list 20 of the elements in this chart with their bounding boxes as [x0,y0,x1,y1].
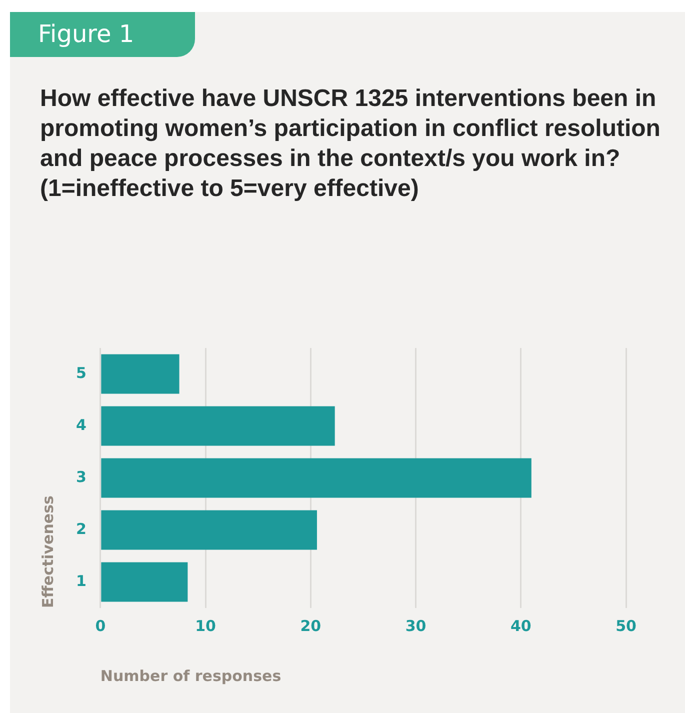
bar [101,510,317,550]
x-tick-label: 50 [616,616,636,635]
caption: Figure 1 [10,12,195,57]
x-axis-title: Number of responses [100,666,282,685]
bar [101,458,532,498]
bar [101,354,180,394]
y-tick-label: 3 [76,468,86,486]
x-tick-label: 20 [300,616,322,635]
y-tick-label: 2 [76,520,86,538]
chart-title: How effective have UNSCR 1325 interventions been in promoting women’s participation in conflict resolution and peace processes in the context/s you work in? (1=ineffective to 5=very effective) [40,84,662,204]
x-tick-label: 0 [95,616,106,635]
y-tick-label: 4 [76,416,86,434]
bar [101,562,188,602]
y-tick-label: 1 [76,572,86,590]
x-tick-label: 30 [405,616,426,635]
bar [101,406,335,446]
x-tick-label: 40 [510,616,532,635]
x-tick-label: 10 [195,616,216,635]
y-tick-label: 5 [76,364,86,382]
y-axis-title: Effectiveness [38,495,57,608]
